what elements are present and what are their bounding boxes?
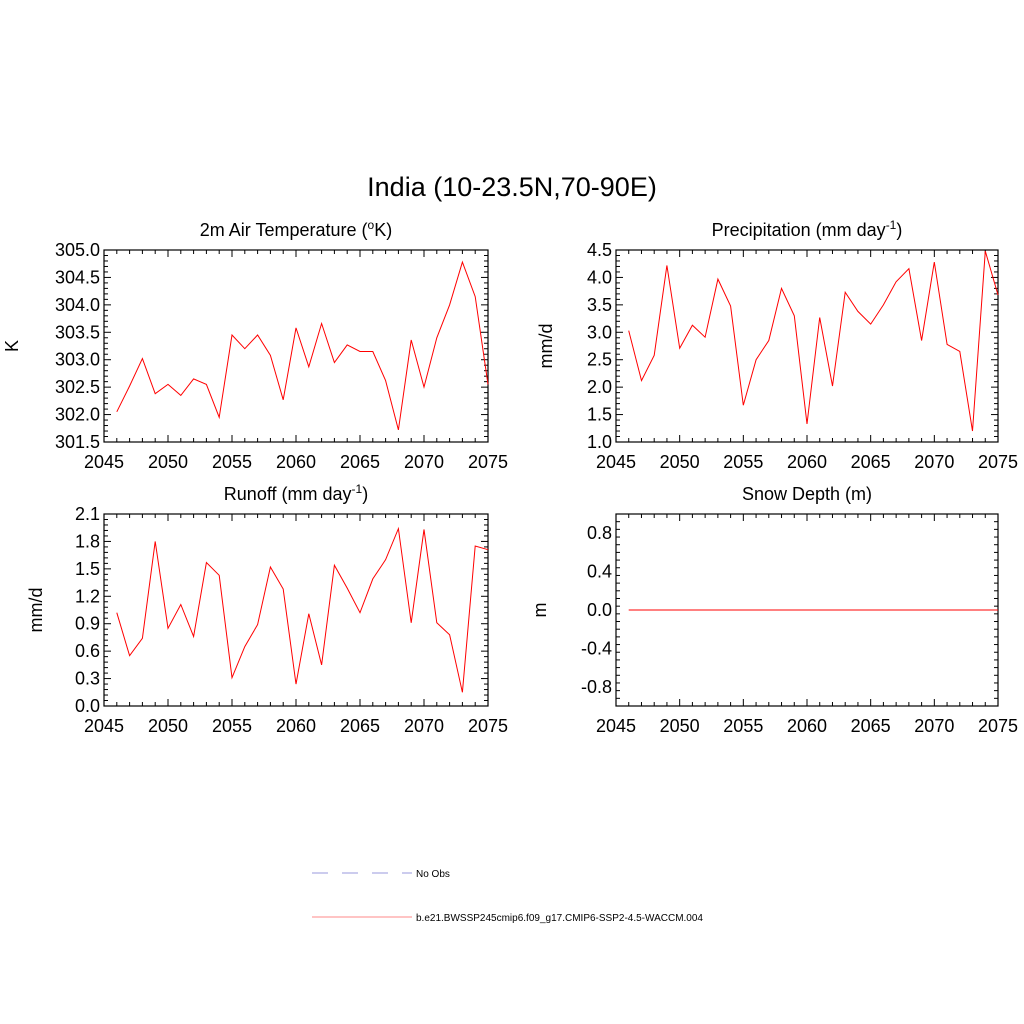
x-tick-label: 2065 [340,452,380,472]
y-tick-label: 1.2 [75,586,100,606]
y-tick-label: 4.5 [587,240,612,260]
x-tick-label: 2045 [84,452,124,472]
panel-title: 2m Air Temperature (oK) [200,218,392,240]
y-tick-label: -0.4 [581,638,612,658]
figure-title: India (10-23.5N,70-90E) [367,172,657,202]
plot-frame [103,249,489,443]
y-tick-label: 304.5 [55,267,100,287]
y-tick-label: 305.0 [55,240,100,260]
y-tick-label: 1.8 [75,531,100,551]
y-tick-label: 0.9 [75,614,100,634]
x-tick-label: 2075 [978,716,1018,736]
y-axis-label: m [530,603,550,618]
y-tick-label: 301.5 [55,432,100,452]
x-tick-label: 2075 [978,452,1018,472]
y-tick-label: 4.0 [587,267,612,287]
x-tick-label: 2050 [148,452,188,472]
x-tick-label: 2055 [723,452,763,472]
x-tick-label: 2070 [914,716,954,736]
panel-snow-depth: 2045 2050 2055 2060 2065 2070 2075 -0.8 -0.4 0.0 0… [530,484,1018,736]
y-tick-label: 3.0 [587,322,612,342]
y-tick-label: 3.5 [587,295,612,315]
panel-title: Precipitation (mm day-1) [712,218,903,240]
x-tick-label: 2065 [340,716,380,736]
y-tick-label: 2.1 [75,504,100,524]
panel-title: Snow Depth (m) [742,484,872,504]
y-tick-label: 0.4 [587,562,612,582]
panel-runoff: 2045 2050 2055 2060 2065 2070 2075 0.0 0.3 0.6 0.9… [26,482,508,736]
y-tick-label: 0.6 [75,641,100,661]
panel-title: Runoff (mm day-1) [224,482,368,504]
y-tick-label: 0.0 [75,696,100,716]
series-line-runoff [116,526,489,693]
x-tick-label: 2070 [404,452,444,472]
series-line-air-temperature [116,260,489,431]
plot-frame [103,513,489,707]
x-tick-label: 2070 [914,452,954,472]
legend-entry-model-run: b.e21.BWSSP245cmip6.f09_g17.CMIP6-SSP2-4… [312,913,703,924]
x-tick-label: 2075 [468,452,508,472]
x-tick-label: 2050 [660,452,700,472]
x-tick-label: 2060 [787,716,827,736]
x-tick-label: 2045 [596,716,636,736]
y-tick-label: 303.5 [55,322,100,342]
y-tick-label: 0.3 [75,669,100,689]
x-tick-label: 2045 [596,452,636,472]
y-axis-label: K [2,340,22,352]
x-tick-label: 2060 [276,716,316,736]
y-axis-label: mm/d [26,588,46,633]
x-tick-label: 2060 [787,452,827,472]
legend-label-model-run: b.e21.BWSSP245cmip6.f09_g17.CMIP6-SSP2-4… [416,913,703,924]
y-tick-label: 1.5 [587,405,612,425]
x-tick-label: 2045 [84,716,124,736]
x-tick-label: 2070 [404,716,444,736]
x-tick-label: 2055 [212,716,252,736]
y-tick-label: 2.0 [587,377,612,397]
panel-precipitation: 2045 2050 2055 2060 2065 2070 2075 1.0 1.5 2.0 2.5… [536,218,1018,472]
x-tick-label: 2065 [851,716,891,736]
y-tick-label: -0.8 [581,677,612,697]
series-line-precipitation [628,250,999,432]
x-tick-label: 2055 [723,716,763,736]
y-tick-label: 0.8 [587,523,612,543]
y-tick-label: 1.0 [587,432,612,452]
y-axis-label: mm/d [536,324,556,369]
y-tick-label: 2.5 [587,350,612,370]
y-tick-label: 302.0 [55,405,100,425]
plot-frame [615,249,999,443]
y-tick-label: 302.5 [55,377,100,397]
x-tick-label: 2075 [468,716,508,736]
x-tick-label: 2060 [276,452,316,472]
x-tick-label: 2055 [212,452,252,472]
y-tick-label: 1.5 [75,559,100,579]
x-tick-label: 2065 [851,452,891,472]
panels: 2045 2050 2055 2060 2065 2070 2075 301.5 302.0 30… [2,218,1018,736]
y-tick-label: 304.0 [55,295,100,315]
legend-label-no-obs: No Obs [416,869,450,880]
y-tick-label: 0.0 [587,600,612,620]
x-tick-label: 2050 [148,716,188,736]
legend-entry-no-obs: No Obs [312,869,450,880]
x-tick-label: 2050 [660,716,700,736]
legend: No Obs b.e21.BWSSP245cmip6.f09_g17.CMIP6… [312,869,703,924]
panel-air-temperature: 2045 2050 2055 2060 2065 2070 2075 301.5 302.0 30… [2,218,508,472]
y-tick-label: 303.0 [55,350,100,370]
